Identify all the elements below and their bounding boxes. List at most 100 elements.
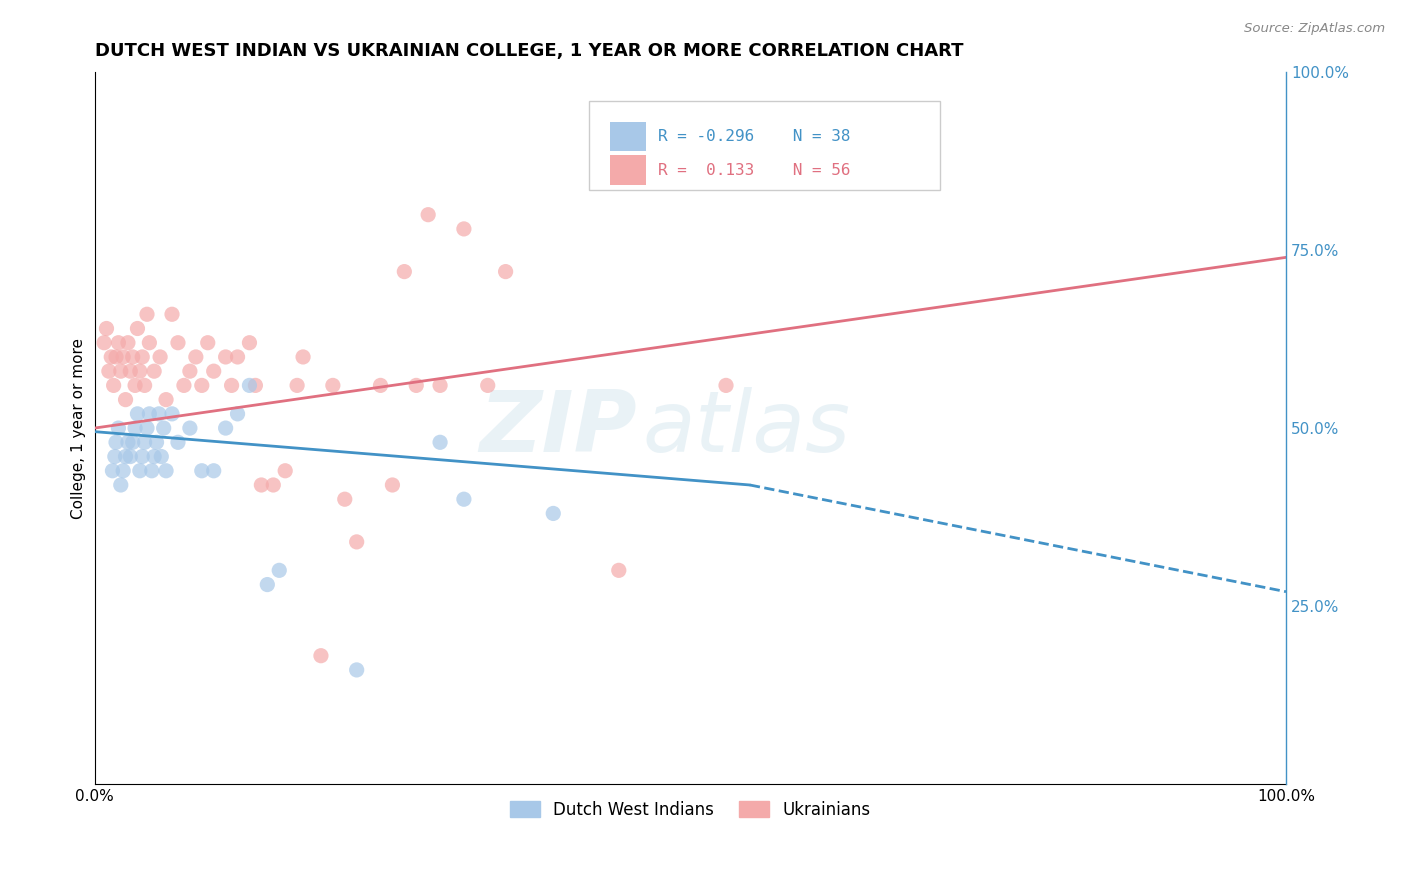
Legend: Dutch West Indians, Ukrainians: Dutch West Indians, Ukrainians <box>503 794 877 825</box>
Point <box>285 378 308 392</box>
Point <box>155 392 177 407</box>
Point <box>309 648 332 663</box>
Point <box>381 478 404 492</box>
Point <box>418 208 440 222</box>
Point <box>124 421 146 435</box>
Point <box>160 407 183 421</box>
Point <box>429 378 451 392</box>
Point <box>134 435 156 450</box>
Point <box>394 264 416 278</box>
Point <box>120 450 142 464</box>
Point <box>714 378 737 392</box>
Point <box>141 464 163 478</box>
Point <box>150 450 173 464</box>
FancyBboxPatch shape <box>610 121 647 152</box>
Point <box>322 378 344 392</box>
Point <box>97 364 120 378</box>
Point <box>105 435 128 450</box>
Point <box>429 435 451 450</box>
Text: atlas: atlas <box>643 386 851 469</box>
Point <box>333 492 356 507</box>
Point <box>274 464 297 478</box>
Point <box>155 464 177 478</box>
Point <box>143 450 166 464</box>
FancyBboxPatch shape <box>589 101 941 190</box>
FancyBboxPatch shape <box>610 155 647 186</box>
Point <box>148 407 170 421</box>
Point <box>238 378 260 392</box>
Point <box>405 378 427 392</box>
Text: Source: ZipAtlas.com: Source: ZipAtlas.com <box>1244 22 1385 36</box>
Point <box>245 378 267 392</box>
Point <box>127 321 149 335</box>
Point <box>127 407 149 421</box>
Point <box>149 350 172 364</box>
Point <box>160 307 183 321</box>
Point <box>184 350 207 364</box>
Text: R = -0.296    N = 38: R = -0.296 N = 38 <box>658 129 851 144</box>
Point <box>167 435 190 450</box>
Point <box>477 378 499 392</box>
Point <box>221 378 243 392</box>
Point <box>226 350 249 364</box>
Point <box>453 492 475 507</box>
Point <box>167 335 190 350</box>
Point <box>117 335 139 350</box>
Point <box>143 364 166 378</box>
Point <box>202 364 225 378</box>
Point <box>114 450 136 464</box>
Point <box>120 364 142 378</box>
Point <box>128 464 150 478</box>
Point <box>110 478 132 492</box>
Point <box>110 364 132 378</box>
Point <box>124 378 146 392</box>
Point <box>370 378 392 392</box>
Point <box>262 478 284 492</box>
Point <box>453 222 475 236</box>
Point <box>103 378 125 392</box>
Point <box>107 335 129 350</box>
Point <box>238 335 260 350</box>
Text: ZIP: ZIP <box>479 386 637 469</box>
Point <box>105 350 128 364</box>
Point <box>191 378 214 392</box>
Point <box>214 421 236 435</box>
Point <box>346 534 368 549</box>
Point <box>202 464 225 478</box>
Point <box>93 335 115 350</box>
Point <box>131 450 153 464</box>
Point <box>191 464 214 478</box>
Point <box>138 407 160 421</box>
Point <box>114 392 136 407</box>
Point <box>138 335 160 350</box>
Point <box>112 350 135 364</box>
Y-axis label: College, 1 year or more: College, 1 year or more <box>72 337 86 518</box>
Point <box>145 435 167 450</box>
Point <box>607 563 630 577</box>
Point <box>541 507 564 521</box>
Point <box>131 350 153 364</box>
Point <box>121 435 143 450</box>
Point <box>136 421 159 435</box>
Point <box>179 364 201 378</box>
Point <box>100 350 122 364</box>
Point <box>495 264 517 278</box>
Point <box>179 421 201 435</box>
Point <box>256 577 278 591</box>
Point <box>197 335 219 350</box>
Point <box>292 350 315 364</box>
Point <box>128 364 150 378</box>
Point <box>101 464 124 478</box>
Point <box>117 435 139 450</box>
Point <box>121 350 143 364</box>
Point <box>104 450 127 464</box>
Point <box>214 350 236 364</box>
Point <box>152 421 174 435</box>
Point <box>107 421 129 435</box>
Point <box>134 378 156 392</box>
Text: DUTCH WEST INDIAN VS UKRAINIAN COLLEGE, 1 YEAR OR MORE CORRELATION CHART: DUTCH WEST INDIAN VS UKRAINIAN COLLEGE, … <box>94 42 963 60</box>
Point <box>96 321 118 335</box>
Point <box>136 307 159 321</box>
Point <box>269 563 291 577</box>
Point <box>346 663 368 677</box>
